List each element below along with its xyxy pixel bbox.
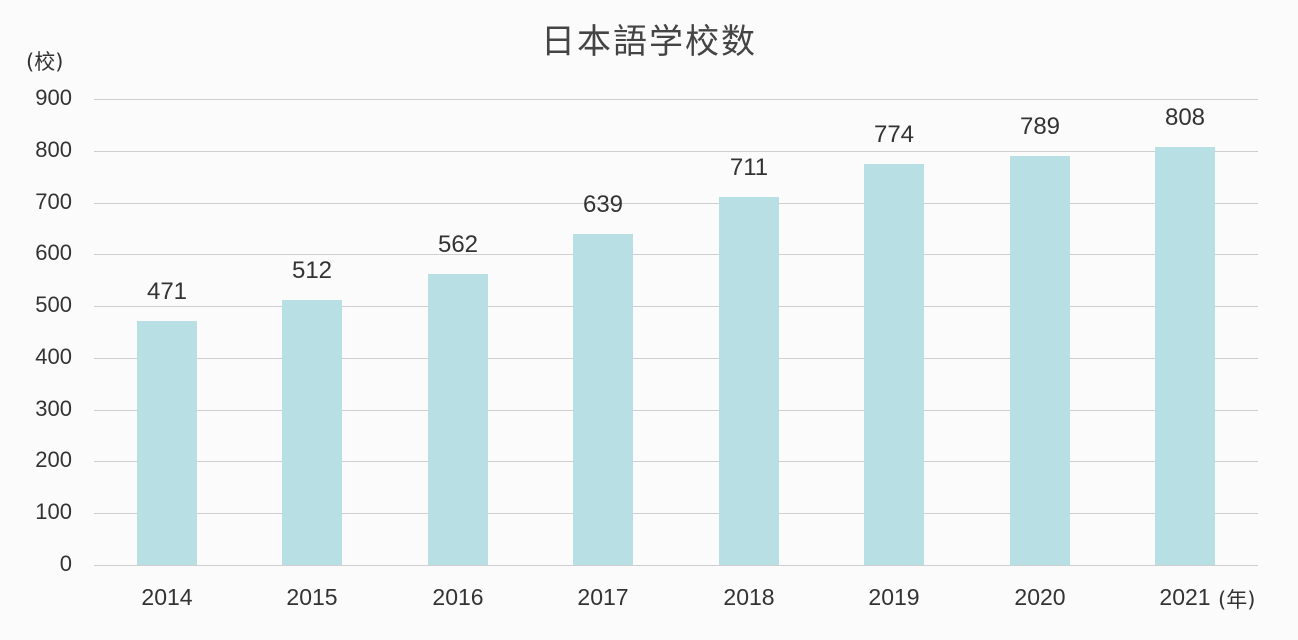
x-tick-label: 2018 — [723, 584, 775, 610]
gridline — [94, 410, 1258, 411]
y-tick-label: 200 — [35, 447, 72, 472]
bar-2015 — [282, 300, 342, 565]
bar-2014 — [137, 321, 197, 565]
y-tick-label: 900 — [35, 85, 72, 110]
gridline — [94, 358, 1258, 359]
gridline — [94, 151, 1258, 152]
gridline — [94, 254, 1258, 255]
y-tick-label: 800 — [35, 137, 72, 162]
y-tick-label: 500 — [35, 292, 72, 317]
bar-value-label: 471 — [146, 278, 188, 305]
x-tick-label: 2016 — [432, 584, 484, 610]
x-tick-label: 2017 — [577, 584, 629, 610]
x-tick-label: 2021 — [1159, 584, 1211, 610]
x-axis-unit-label: (年) — [1218, 588, 1256, 612]
bar-2019 — [864, 164, 924, 565]
bar-2018 — [719, 197, 779, 565]
x-tick-label: 2020 — [1014, 584, 1066, 610]
y-tick-label: 0 — [59, 551, 72, 576]
x-tick-label: 2014 — [141, 584, 193, 610]
bar-value-label: 512 — [291, 257, 333, 284]
gridline — [94, 513, 1258, 514]
bar-2021 — [1155, 147, 1215, 565]
gridline — [94, 306, 1258, 307]
gridline — [94, 461, 1258, 462]
bar-2016 — [428, 274, 488, 565]
gridline — [94, 565, 1258, 566]
x-tick-label: 2019 — [868, 584, 920, 610]
gridline — [94, 203, 1258, 204]
y-tick-label: 600 — [35, 240, 72, 265]
bar-2020 — [1010, 156, 1070, 565]
chart-title: 日本語学校数 — [541, 22, 757, 62]
y-tick-label: 700 — [35, 189, 72, 214]
bar-value-label: 562 — [437, 231, 479, 258]
y-tick-label: 300 — [35, 396, 72, 421]
bar-value-label: 808 — [1164, 104, 1206, 131]
y-tick-label: 400 — [35, 344, 72, 369]
y-axis-unit-label: (校) — [26, 50, 64, 74]
bar-value-label: 774 — [873, 121, 915, 148]
bar-value-label: 639 — [582, 191, 624, 218]
bar-value-label: 711 — [729, 154, 769, 181]
x-tick-label: 2015 — [286, 584, 338, 610]
bar-2017 — [573, 234, 633, 565]
gridline — [94, 99, 1258, 100]
y-tick-label: 100 — [35, 499, 72, 524]
bar-value-label: 789 — [1019, 113, 1061, 140]
